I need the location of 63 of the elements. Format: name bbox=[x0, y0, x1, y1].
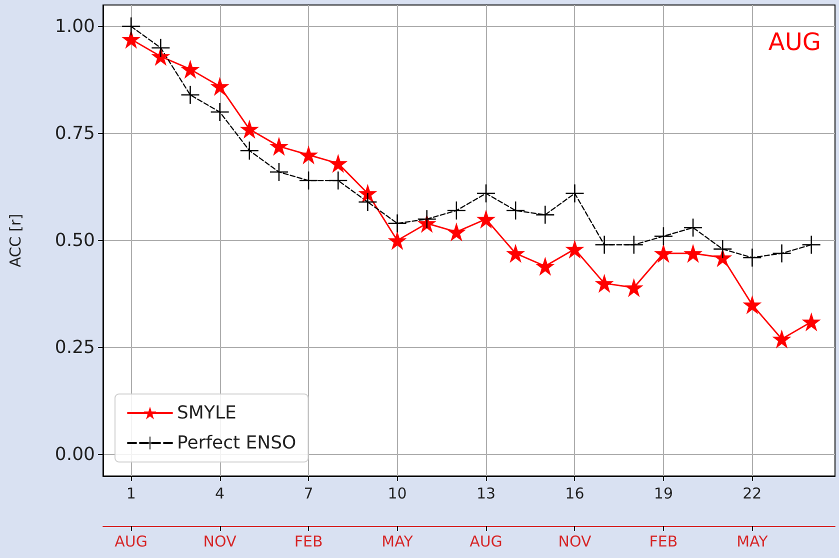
point bbox=[269, 136, 288, 156]
point bbox=[210, 76, 230, 96]
y-axis-title: ACC [r] bbox=[6, 214, 24, 268]
point bbox=[566, 184, 584, 202]
y-tick-label: 1.00 bbox=[54, 16, 95, 37]
point bbox=[210, 103, 229, 122]
point bbox=[684, 244, 703, 263]
annotation: MAY bbox=[736, 532, 769, 550]
point bbox=[329, 172, 348, 190]
annotation: AUG bbox=[768, 28, 822, 56]
point bbox=[594, 274, 614, 293]
point bbox=[446, 222, 466, 242]
point bbox=[624, 236, 643, 254]
annotation: AUG bbox=[114, 532, 148, 550]
annotation: AUG bbox=[470, 532, 502, 550]
point bbox=[595, 236, 614, 254]
x-tick-label: 22 bbox=[742, 484, 762, 502]
point bbox=[358, 184, 378, 203]
point bbox=[240, 120, 259, 139]
point bbox=[536, 206, 554, 224]
annotation: FEB bbox=[649, 532, 678, 550]
point bbox=[506, 244, 526, 263]
x-tick-label: 7 bbox=[304, 484, 314, 502]
legend-label: Perfect ENSO bbox=[177, 432, 296, 454]
point bbox=[565, 240, 584, 259]
annotation: NOV bbox=[203, 532, 238, 550]
point bbox=[299, 145, 318, 164]
point bbox=[536, 256, 555, 276]
point bbox=[624, 278, 644, 298]
point bbox=[742, 295, 762, 314]
point bbox=[802, 312, 821, 332]
annotation: FEB bbox=[294, 532, 323, 550]
point bbox=[181, 86, 200, 104]
point bbox=[358, 192, 377, 211]
annotation: MAY bbox=[382, 532, 414, 550]
point bbox=[654, 244, 673, 263]
legend-label: SMYLE bbox=[177, 402, 236, 424]
point bbox=[772, 244, 791, 262]
point bbox=[418, 210, 436, 228]
point bbox=[654, 227, 672, 246]
point bbox=[476, 210, 496, 229]
y-tick-label: 0.25 bbox=[54, 337, 95, 358]
x-tick-label: 10 bbox=[388, 484, 407, 502]
x-tick-label: 13 bbox=[476, 484, 496, 502]
x-tick-label: 19 bbox=[654, 484, 674, 502]
annotation: NOV bbox=[558, 532, 592, 550]
y-tick-label: 0.00 bbox=[54, 444, 95, 466]
point bbox=[180, 60, 200, 79]
point bbox=[388, 231, 407, 250]
point bbox=[772, 329, 792, 348]
point bbox=[328, 154, 348, 173]
point bbox=[388, 214, 406, 232]
y-tick-label: 0.50 bbox=[54, 230, 95, 251]
point bbox=[743, 248, 762, 267]
x-tick-label: 16 bbox=[565, 484, 584, 502]
y-tick-label: 0.75 bbox=[54, 122, 95, 144]
point bbox=[802, 236, 820, 254]
x-tick-label: 1 bbox=[126, 484, 136, 502]
point bbox=[152, 38, 170, 57]
x-tick-label: 4 bbox=[215, 484, 225, 502]
point bbox=[684, 218, 702, 237]
point bbox=[713, 248, 732, 268]
point bbox=[122, 30, 141, 49]
